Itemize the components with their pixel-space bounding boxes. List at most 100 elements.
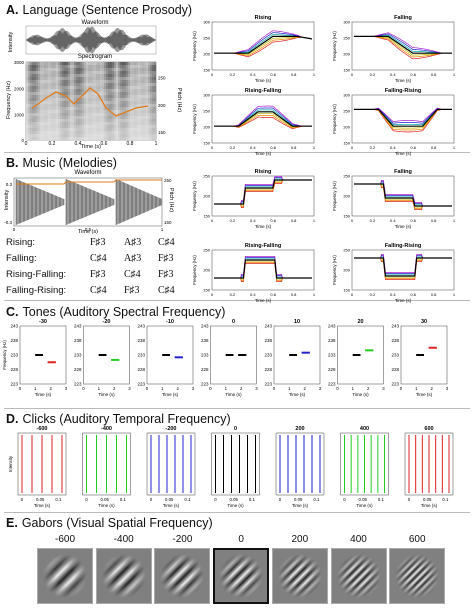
tone-ytick: 228 bbox=[391, 367, 399, 372]
tone-xtick: 1 bbox=[415, 386, 418, 391]
chart-xtick: 0.6 bbox=[270, 218, 276, 223]
chart-xtick: 1 bbox=[453, 218, 456, 223]
divider bbox=[4, 408, 470, 409]
chart-ylabel: Frequency (Hz) bbox=[192, 181, 197, 211]
tone-xtick: 3 bbox=[192, 386, 195, 391]
tone-xtick: 3 bbox=[128, 386, 131, 391]
tone-xtick: 0 bbox=[336, 386, 339, 391]
chart-xtick: 0.8 bbox=[431, 72, 437, 77]
chart-xtick: 0.8 bbox=[431, 292, 437, 297]
tone-panel-label: -20 bbox=[103, 319, 111, 325]
tone-ytick: 228 bbox=[10, 367, 18, 372]
chart-xtick: 1 bbox=[453, 72, 456, 77]
melody-name: Rising: bbox=[6, 237, 36, 248]
chart-xtick: 0.4 bbox=[390, 145, 396, 150]
click-panel: -400 0 0.05 0.1 Time (s) bbox=[82, 426, 131, 508]
chart-xlabel: Time (s) bbox=[395, 298, 412, 303]
chart-ytick: 150 bbox=[343, 214, 350, 219]
contour-chart: Rising-Falling Frequency (Hz) Time (s) 0 0.2… bbox=[192, 243, 316, 303]
click-panel: 400 0 0.05 0.1 Time (s) bbox=[340, 426, 389, 508]
chart-xtick: 0 bbox=[351, 72, 354, 77]
chart-ytick: 250 bbox=[203, 248, 210, 253]
tone-ytick: 238 bbox=[10, 338, 18, 343]
tone-xtick: 1 bbox=[161, 386, 164, 391]
tone-xlabel: Time (s) bbox=[35, 392, 52, 397]
click-xtick: 0.05 bbox=[358, 497, 367, 502]
chart-title: Falling-Rising bbox=[385, 88, 421, 94]
section-c-title: C. Tones (Auditory Spectral Frequency) bbox=[6, 305, 226, 319]
chart-title: Falling bbox=[394, 15, 412, 21]
chart-ytick: 300 bbox=[343, 93, 350, 98]
click-xtick: 0 bbox=[21, 497, 24, 502]
tone-xtick: 0 bbox=[273, 386, 276, 391]
chart-xtick: 0.4 bbox=[250, 292, 256, 297]
tone-xtick: 2 bbox=[303, 386, 306, 391]
click-xlabel: Time (s) bbox=[227, 503, 244, 508]
tone-ytick: 238 bbox=[264, 338, 272, 343]
click-xtick: 0.05 bbox=[165, 497, 174, 502]
click-panel: 600 0 0.05 0.1 Time (s) bbox=[404, 426, 454, 508]
tone-panel-label: 20 bbox=[357, 319, 363, 325]
chart-xtick: 0.4 bbox=[390, 218, 396, 223]
chart-xlabel: Time (s) bbox=[395, 151, 412, 156]
tone-ytick: 228 bbox=[264, 367, 272, 372]
melody-note: C♯4 bbox=[158, 237, 175, 248]
chart-ytick: 150 bbox=[203, 214, 210, 219]
chart-xtick: 1 bbox=[453, 292, 456, 297]
chart-xtick: 0.4 bbox=[390, 292, 396, 297]
chart-xtick: 0 bbox=[351, 145, 354, 150]
click-panel-label: 400 bbox=[360, 426, 369, 432]
chart-title: Falling bbox=[394, 169, 412, 175]
tone-xtick: 3 bbox=[319, 386, 322, 391]
chart-xtick: 0.2 bbox=[230, 292, 236, 297]
tone-ytick: 243 bbox=[201, 324, 209, 329]
tone-ytick: 238 bbox=[391, 338, 399, 343]
chart-title: Rising bbox=[255, 169, 272, 175]
tone-xlabel: Time (s) bbox=[162, 392, 179, 397]
chart-xlabel: Time (s) bbox=[255, 224, 272, 229]
tone-xtick: 2 bbox=[176, 386, 179, 391]
divider bbox=[4, 300, 470, 301]
melody-note: A♯3 bbox=[124, 237, 142, 248]
tone-xtick: 0 bbox=[400, 386, 403, 391]
chart-xlabel: Time (s) bbox=[255, 78, 272, 83]
time-tick: 0.4 bbox=[75, 141, 82, 147]
chart-xtick: 0.2 bbox=[230, 218, 236, 223]
chart-xtick: 0.6 bbox=[410, 145, 416, 150]
click-xtick: 0 bbox=[85, 497, 88, 502]
pitch-tick: 250 bbox=[158, 76, 166, 81]
tone-xlabel: Time (s) bbox=[225, 392, 242, 397]
intensity-tick: 0.3 bbox=[6, 182, 13, 187]
gabor-label: 200 bbox=[291, 534, 309, 545]
chart-frame bbox=[211, 94, 315, 144]
frequency-tick: 3000 bbox=[14, 60, 25, 65]
tone-ytick: 233 bbox=[328, 353, 336, 358]
click-panel-label: -400 bbox=[101, 426, 112, 432]
chart-ytick: 300 bbox=[203, 20, 210, 25]
click-panel-label: -600 bbox=[36, 426, 47, 432]
speech-waveform bbox=[25, 25, 157, 55]
chart-xlabel: Time (s) bbox=[255, 298, 272, 303]
chart-xtick: 0.8 bbox=[291, 145, 297, 150]
chart-ytick: 250 bbox=[203, 174, 210, 179]
chart-xtick: 1 bbox=[453, 145, 456, 150]
tone-panel-label: -10 bbox=[166, 319, 174, 325]
pitch-contour bbox=[31, 87, 149, 117]
chart-xtick: 0 bbox=[211, 218, 214, 223]
section-e-title: E. Gabors (Visual Spatial Frequency) bbox=[6, 516, 213, 530]
tone-ytick: 223 bbox=[264, 382, 272, 387]
tone-ytick: 233 bbox=[74, 353, 82, 358]
tone-xlabel: Time (s) bbox=[352, 392, 369, 397]
music-time-label: Time (s) bbox=[78, 229, 98, 235]
chart-ytick: 250 bbox=[203, 36, 210, 41]
tone-ytick: 223 bbox=[137, 382, 145, 387]
click-panel: -200 0 0.05 0.1 Time (s) bbox=[146, 426, 196, 508]
gabor-label: -400 bbox=[113, 534, 134, 545]
chart-xtick: 0.2 bbox=[370, 292, 376, 297]
chart-xtick: 0.8 bbox=[291, 292, 297, 297]
tone-panel-label: 10 bbox=[294, 319, 300, 325]
tone-ytick: 233 bbox=[137, 353, 145, 358]
tone-ytick: 233 bbox=[391, 353, 399, 358]
